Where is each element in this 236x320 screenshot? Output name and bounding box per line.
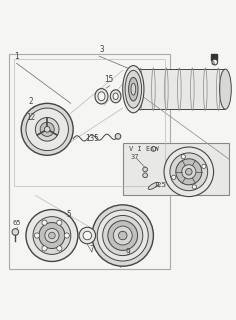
Circle shape [40, 122, 54, 136]
Circle shape [33, 217, 71, 254]
Ellipse shape [131, 83, 136, 95]
Circle shape [176, 159, 202, 185]
Circle shape [92, 205, 153, 266]
Circle shape [45, 228, 59, 243]
Ellipse shape [148, 182, 159, 189]
Ellipse shape [219, 69, 231, 109]
Text: 1: 1 [14, 52, 19, 61]
Text: 125: 125 [153, 182, 166, 188]
Text: 37: 37 [131, 154, 139, 160]
Bar [9, 54, 170, 268]
Bar [14, 59, 165, 186]
Circle shape [39, 222, 65, 249]
Ellipse shape [129, 77, 138, 101]
Circle shape [44, 126, 50, 132]
Ellipse shape [95, 89, 108, 104]
Bar [211, 54, 217, 60]
Circle shape [97, 210, 148, 261]
Circle shape [42, 220, 47, 225]
Circle shape [182, 165, 196, 179]
Ellipse shape [110, 90, 121, 103]
Circle shape [172, 175, 176, 180]
Circle shape [64, 233, 69, 238]
Bar [136, 69, 225, 109]
Circle shape [185, 169, 192, 175]
Text: A: A [212, 61, 215, 66]
Circle shape [57, 220, 62, 225]
Circle shape [35, 117, 59, 141]
Text: 12: 12 [26, 113, 35, 122]
Ellipse shape [113, 93, 118, 100]
Text: V I E W: V I E W [129, 146, 158, 152]
Text: 65: 65 [13, 220, 21, 226]
Circle shape [34, 233, 40, 238]
Circle shape [57, 246, 62, 251]
Text: 15: 15 [104, 76, 113, 84]
Text: 135: 135 [85, 134, 99, 143]
Ellipse shape [98, 92, 105, 101]
Ellipse shape [123, 66, 144, 113]
Circle shape [118, 231, 127, 240]
Text: 5: 5 [66, 210, 71, 219]
Circle shape [164, 147, 214, 196]
Circle shape [181, 155, 185, 159]
Circle shape [170, 153, 208, 191]
Circle shape [49, 232, 55, 239]
Circle shape [192, 185, 196, 189]
Text: 2: 2 [28, 97, 33, 106]
Circle shape [26, 210, 78, 261]
Bar [123, 143, 229, 196]
Circle shape [113, 226, 132, 245]
Circle shape [79, 227, 96, 244]
Circle shape [202, 164, 206, 168]
Text: 3: 3 [99, 45, 104, 54]
Circle shape [83, 231, 92, 240]
Circle shape [103, 215, 143, 256]
Text: 9: 9 [125, 248, 130, 257]
Circle shape [108, 221, 138, 250]
Circle shape [12, 229, 19, 235]
Circle shape [151, 147, 156, 151]
Circle shape [42, 246, 47, 251]
Circle shape [26, 108, 68, 151]
Circle shape [143, 167, 148, 172]
Circle shape [143, 173, 148, 178]
Text: 7: 7 [90, 245, 94, 254]
Ellipse shape [125, 70, 142, 108]
Circle shape [21, 103, 73, 155]
Text: A: A [151, 147, 154, 152]
Circle shape [212, 59, 218, 65]
Circle shape [115, 133, 121, 139]
